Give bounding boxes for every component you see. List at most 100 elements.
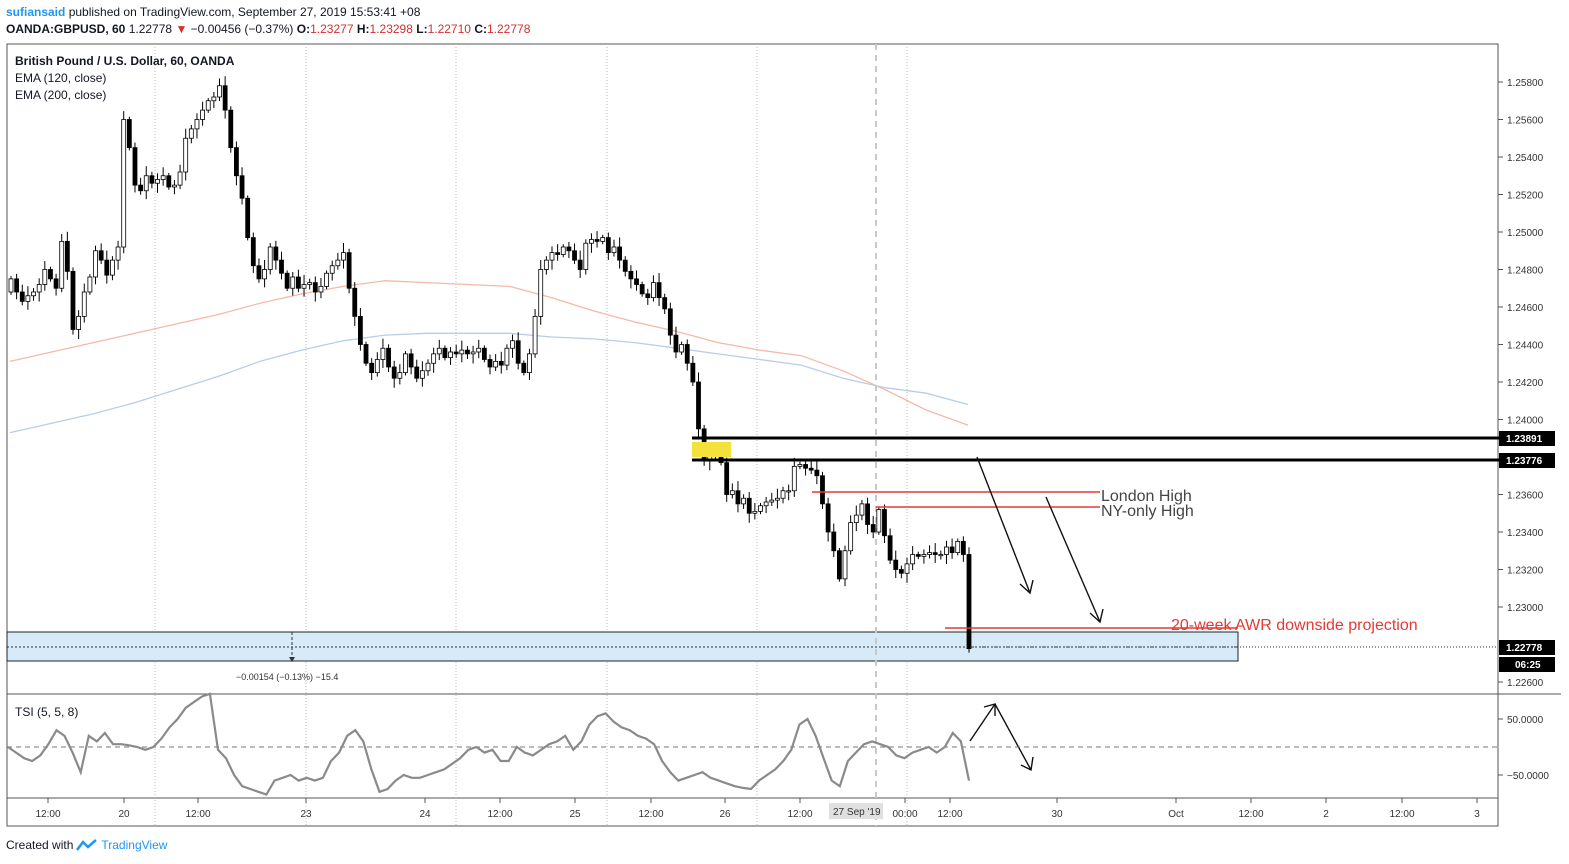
candle-body <box>436 347 442 355</box>
candle-body <box>346 252 352 289</box>
candle-body <box>572 250 577 261</box>
tradingview-link[interactable]: TradingView <box>101 838 168 852</box>
candle-body <box>735 490 741 505</box>
candle-body <box>696 381 701 430</box>
candle-body <box>684 344 690 364</box>
candle-body <box>76 315 82 330</box>
candle-body <box>273 246 279 261</box>
badge-level2-text: 1.23776 <box>1506 456 1543 467</box>
time-tick-label: 26 <box>719 809 731 820</box>
tsi-line <box>7 692 971 796</box>
candle-body <box>228 109 234 149</box>
candle-body <box>160 175 166 180</box>
candle-body <box>25 295 31 302</box>
candle-body <box>363 344 369 364</box>
created-with-text: Created with <box>6 838 74 852</box>
chart-legend: British Pound / U.S. Dollar, 60, OANDA E… <box>15 53 234 104</box>
candles <box>8 76 972 653</box>
candle-body <box>431 353 437 364</box>
candle-body <box>476 347 482 353</box>
tsi-legend[interactable]: TSI (5, 5, 8) <box>15 705 79 719</box>
time-tick-label: 24 <box>419 809 431 820</box>
legend-ema200[interactable]: EMA (200, close) <box>15 88 107 102</box>
candle-body <box>459 349 465 355</box>
candle-body <box>927 552 932 555</box>
candle-body <box>245 197 251 239</box>
arrow-down-2[interactable] <box>1045 496 1101 623</box>
candle-body <box>70 270 76 330</box>
candle-body <box>780 490 786 499</box>
session-separators <box>154 44 908 826</box>
candle-body <box>177 171 183 186</box>
time-tick-label: 12:00 <box>787 809 812 820</box>
drawn-levels: London High NY-only High 20-week AWR dow… <box>692 436 1500 648</box>
symbol: OANDA:GBPUSD, 60 <box>6 22 126 36</box>
candle-body <box>893 559 899 570</box>
annotation-arrows <box>969 456 1104 772</box>
open-label: O: <box>296 22 311 36</box>
tsi-arrow-up[interactable] <box>969 703 996 742</box>
candle-body <box>397 372 403 379</box>
arrow-down-1[interactable] <box>976 456 1031 594</box>
candle-body <box>414 366 420 379</box>
candle-body <box>217 85 222 98</box>
price-change: −0.00456 (−0.37%) <box>190 22 294 36</box>
candle-body <box>143 175 149 192</box>
candle-body <box>48 269 53 280</box>
candle-body <box>758 505 763 512</box>
time-axis[interactable]: 12:00 20 12:00 23 24 12:00 25 12:00 26 12:00 00:00… <box>35 798 1480 820</box>
candle-body <box>865 503 870 525</box>
legend-ema120[interactable]: EMA (120, close) <box>15 71 107 85</box>
price-tick-label: 1.24600 <box>1507 303 1544 314</box>
high-label: H: <box>356 22 370 36</box>
time-tick-label: 12:00 <box>638 809 663 820</box>
candle-body <box>820 475 825 505</box>
last-price: 1.22778 <box>128 22 173 36</box>
candle-body <box>538 269 544 317</box>
candle-body <box>380 347 386 360</box>
author-name[interactable]: sufiansaid <box>6 5 66 19</box>
candle-body <box>803 464 808 469</box>
candle-body <box>391 366 397 379</box>
candle-body <box>301 284 307 289</box>
candle-body <box>752 510 758 514</box>
candle-body <box>746 497 752 514</box>
time-tick-label: 12:00 <box>1238 809 1263 820</box>
time-tick-label: 12:00 <box>487 809 512 820</box>
legend-title: British Pound / U.S. Dollar, 60, OANDA <box>15 54 235 68</box>
candle-body <box>960 540 966 555</box>
candle-body <box>442 347 448 359</box>
candle-body <box>617 246 623 261</box>
price-axis[interactable]: 1.25800 1.25600 1.25400 1.25200 1.25000 1.248… <box>1498 78 1544 689</box>
candle-body <box>560 246 566 255</box>
tsi-arrow-down[interactable] <box>994 703 1032 771</box>
candle-body <box>448 351 453 359</box>
candle-body <box>882 509 887 537</box>
candle-body <box>14 278 20 293</box>
candle-body <box>341 252 346 261</box>
candle-body <box>386 347 391 368</box>
candle-body <box>403 353 408 374</box>
candle-body <box>81 291 87 317</box>
price-tick-label: 1.23600 <box>1507 491 1544 502</box>
candle-body <box>149 175 155 184</box>
publish-text: published on TradingView.com, September … <box>68 5 421 19</box>
candle-body <box>724 462 730 495</box>
candle-body <box>515 340 521 364</box>
candle-body <box>312 282 318 293</box>
close-value: 1.22778 <box>486 22 531 36</box>
candle-body <box>898 569 904 574</box>
candle-body <box>797 464 803 467</box>
london-high-label: London High <box>1101 488 1192 505</box>
candle-body <box>915 554 921 557</box>
candle-body <box>279 259 284 274</box>
candle-body <box>352 287 358 317</box>
candle-body <box>19 291 25 302</box>
highlight-box[interactable] <box>692 442 731 457</box>
candle-body <box>155 179 160 184</box>
candle-body <box>842 550 848 580</box>
candle-body <box>104 259 110 276</box>
price-tick-label: 1.25000 <box>1507 228 1544 239</box>
price-tick-label: 1.25200 <box>1507 191 1544 202</box>
